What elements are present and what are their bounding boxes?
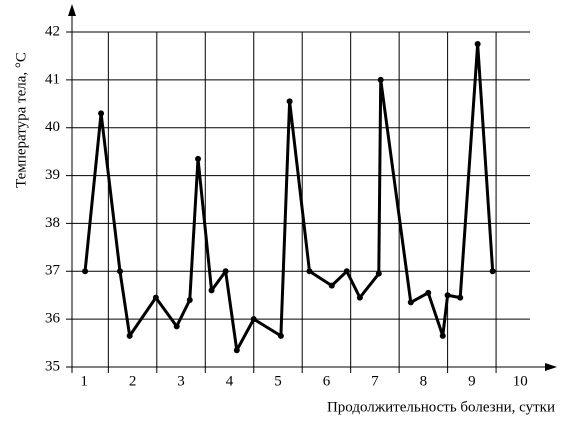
x-axis-arrow xyxy=(545,363,557,371)
data-line xyxy=(83,42,495,352)
x-axis-label: Продолжительность болезни, сутки xyxy=(327,399,555,415)
y-tick-label: 39 xyxy=(45,167,60,183)
data-point xyxy=(82,268,89,275)
data-point xyxy=(233,347,240,354)
data-point xyxy=(250,316,257,323)
x-tick-label: 10 xyxy=(513,373,528,389)
x-tick-label: 4 xyxy=(226,373,234,389)
data-point xyxy=(439,332,446,339)
data-point xyxy=(126,332,133,339)
data-point xyxy=(286,98,293,105)
data-point xyxy=(444,292,451,299)
y-axis-label: Температура тела, °С xyxy=(13,52,29,188)
y-tick-label: 38 xyxy=(45,215,60,231)
data-point xyxy=(474,40,481,47)
data-point xyxy=(195,155,202,162)
x-tick-label: 8 xyxy=(420,373,428,389)
x-tick-label: 6 xyxy=(323,373,331,389)
data-point xyxy=(356,294,363,301)
data-point xyxy=(377,76,384,83)
data-point xyxy=(277,332,284,339)
x-tick-label: 1 xyxy=(80,373,88,389)
data-point xyxy=(222,268,229,275)
y-tick-label: 41 xyxy=(45,71,60,87)
data-point xyxy=(407,299,414,306)
y-tick-label: 40 xyxy=(45,119,60,135)
data-point xyxy=(306,268,313,275)
data-point xyxy=(208,287,215,294)
data-point xyxy=(489,268,496,275)
y-tick-label: 36 xyxy=(45,311,61,327)
data-point xyxy=(457,294,464,301)
data-point xyxy=(425,289,432,296)
data-point xyxy=(328,282,335,289)
y-tick-label: 42 xyxy=(45,23,60,39)
data-point xyxy=(152,294,159,301)
y-tick-label: 37 xyxy=(45,263,61,279)
data-point xyxy=(98,110,105,117)
x-tick-label: 5 xyxy=(274,373,282,389)
data-point xyxy=(173,323,180,330)
y-tick-label: 35 xyxy=(45,358,60,374)
data-point xyxy=(116,268,123,275)
data-point xyxy=(343,268,350,275)
x-tick-label: 3 xyxy=(177,373,185,389)
x-tick-label: 9 xyxy=(468,373,476,389)
x-tick-label: 7 xyxy=(371,373,379,389)
y-axis-arrow xyxy=(68,4,76,16)
data-point xyxy=(186,297,193,303)
x-tick-label: 2 xyxy=(129,373,137,389)
data-point xyxy=(375,270,382,277)
